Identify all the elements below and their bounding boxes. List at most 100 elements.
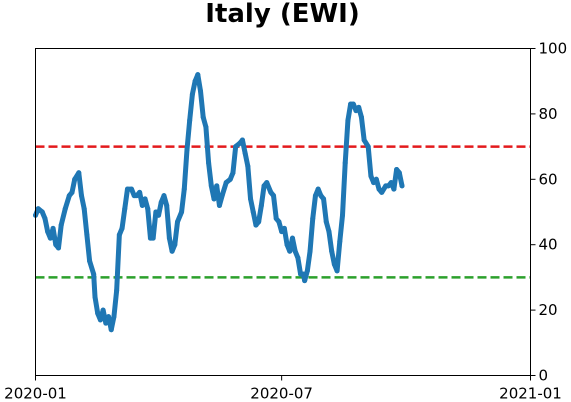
data-point [300, 271, 306, 277]
data-point [137, 189, 143, 195]
data-point [356, 104, 362, 110]
data-point [42, 216, 48, 222]
data-point [124, 186, 130, 192]
data-point [219, 193, 225, 199]
data-point [103, 320, 109, 326]
data-point [172, 242, 178, 248]
data-point [189, 91, 195, 97]
data-point [276, 219, 282, 225]
data-point [365, 144, 371, 150]
data-point [100, 307, 106, 313]
data-point [78, 193, 84, 199]
data-point [248, 196, 254, 202]
y-tick-label: 40 [539, 236, 558, 254]
data-point [223, 180, 229, 186]
data-point [358, 114, 364, 120]
data-point [92, 294, 98, 300]
data-point [281, 225, 287, 231]
data-point [164, 202, 170, 208]
data-point [145, 206, 151, 212]
data-point [399, 183, 405, 189]
series-layer [33, 72, 405, 333]
data-point [258, 202, 264, 208]
y-tick-label: 100 [539, 40, 568, 58]
data-point [58, 222, 64, 228]
data-point [227, 176, 233, 182]
data-point [95, 310, 101, 316]
data-point [214, 183, 220, 189]
data-point [245, 163, 251, 169]
data-point [211, 196, 217, 202]
data-point [150, 235, 156, 241]
data-point [373, 176, 379, 182]
data-point [181, 186, 187, 192]
y-tick-label: 60 [539, 170, 558, 188]
data-point [203, 124, 209, 130]
x-tick-label: 2020-07 [250, 385, 313, 402]
data-point [340, 212, 346, 218]
data-point [108, 327, 114, 333]
data-point [379, 189, 385, 195]
data-point [198, 88, 203, 94]
data-point [158, 199, 164, 205]
data-point [62, 206, 68, 212]
data-point [69, 189, 75, 195]
data-point [195, 72, 201, 78]
data-point [326, 229, 332, 235]
data-point [84, 232, 90, 238]
data-point [315, 186, 321, 192]
data-point [388, 180, 394, 186]
data-point [284, 242, 290, 248]
data-point [106, 314, 112, 320]
y-axis: 0 20 40 60 80 100 [530, 40, 568, 385]
data-point [287, 248, 293, 254]
data-point [119, 225, 125, 231]
data-point [329, 248, 335, 254]
data-point [116, 232, 122, 238]
data-point [256, 219, 262, 225]
data-point [216, 202, 222, 208]
data-point [331, 261, 337, 267]
data-point [239, 137, 245, 143]
data-point [307, 248, 313, 254]
chart-title: Italy (EWI) [205, 0, 360, 29]
series-line [33, 72, 405, 333]
data-point [192, 78, 198, 84]
data-point [184, 147, 190, 153]
data-point [242, 150, 248, 156]
data-point [156, 212, 162, 218]
data-point [179, 209, 185, 215]
data-point [342, 160, 348, 166]
data-point [200, 114, 206, 120]
data-point [55, 245, 61, 251]
data-point [361, 137, 367, 143]
data-point [250, 209, 256, 215]
data-point [35, 206, 41, 212]
data-point [323, 219, 329, 225]
data-point [233, 144, 239, 150]
data-point [391, 186, 397, 192]
data-point [368, 173, 374, 179]
data-point [76, 170, 82, 176]
data-point [206, 160, 212, 166]
data-point [72, 176, 78, 182]
data-point [230, 170, 236, 176]
data-point [321, 196, 327, 202]
y-tick-label: 80 [539, 105, 558, 123]
data-point [302, 278, 308, 284]
data-point [350, 101, 356, 107]
data-point [114, 287, 120, 293]
y-tick-label: 0 [539, 367, 549, 385]
data-point [169, 248, 175, 254]
data-point [334, 268, 340, 274]
reference-lines [35, 145, 531, 279]
data-point [122, 206, 128, 212]
data-point [45, 229, 51, 235]
data-point [396, 170, 402, 176]
data-point [208, 183, 214, 189]
data-point [50, 225, 56, 231]
data-point [312, 193, 318, 199]
data-point [337, 238, 343, 244]
x-axis: 2020-01 2020-07 2021-01 [4, 375, 562, 402]
